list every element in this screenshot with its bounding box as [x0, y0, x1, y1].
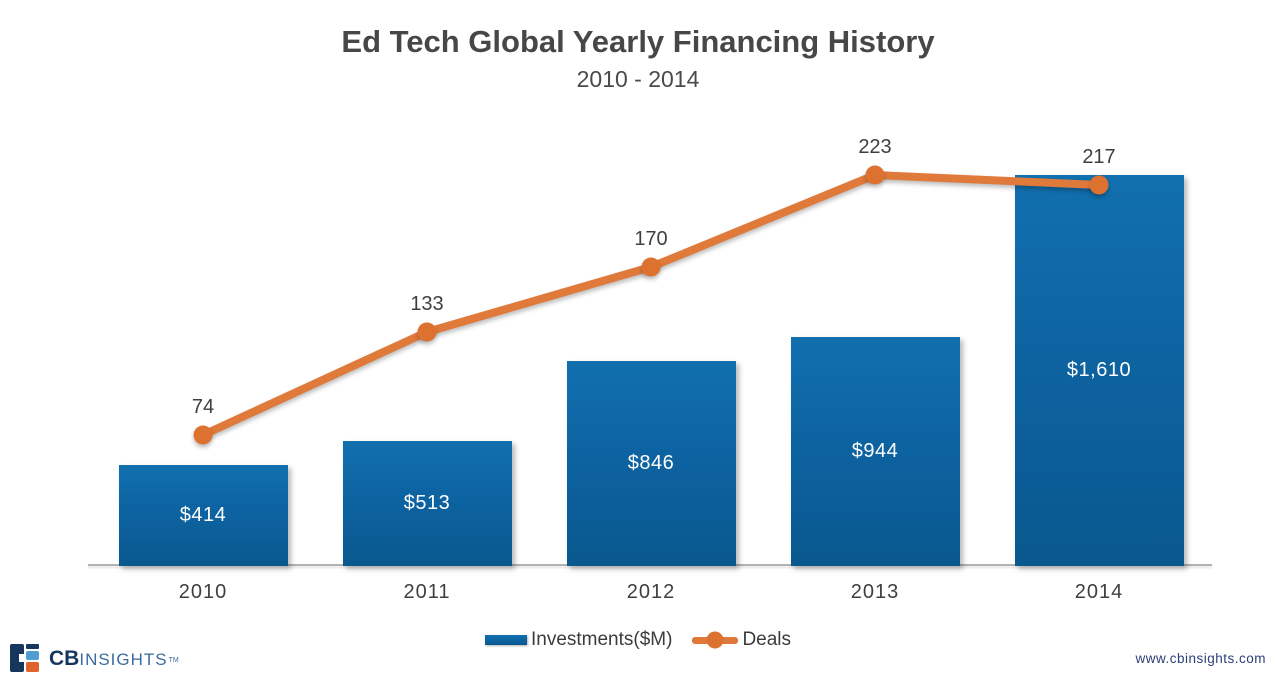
bar-value-label-2011: $513 [403, 492, 451, 514]
deal-value-label-2010: 74 [191, 396, 215, 418]
legend-deals-swatch [692, 631, 739, 649]
deal-marker-2010 [193, 425, 213, 445]
legend-item-deals: Deals [692, 629, 791, 651]
bar-value-label-2014: $1,610 [1066, 359, 1132, 381]
legend-deals-marker-icon [706, 631, 724, 649]
bar-value-label-2012: $846 [627, 452, 675, 474]
x-tick-2012: 2012 [626, 581, 676, 603]
legend: Investments($M) Deals [0, 629, 1276, 651]
deal-value-label-2012: 170 [634, 228, 668, 250]
deal-value-label-2013: 223 [858, 136, 892, 158]
x-tick-2014: 2014 [1074, 581, 1124, 603]
cbinsights-logo: CB INSIGHTS TM [10, 644, 179, 672]
logo-cb-text: CB [49, 647, 80, 670]
website-url: www.cbinsights.com [1135, 651, 1266, 666]
bar-2011: $513 [342, 441, 512, 566]
x-tick-2010: 2010 [178, 581, 228, 603]
legend-item-investments: Investments($M) [484, 629, 673, 651]
deal-value-label-2014: 217 [1082, 146, 1116, 168]
bar-2010: $414 [118, 465, 288, 566]
cbinsights-logo-icon [10, 644, 44, 672]
logo-tm-mark: TM [168, 657, 179, 664]
bar-value-label-2010: $414 [179, 504, 227, 526]
bar-2012: $846 [566, 361, 736, 566]
chart-title: Ed Tech Global Yearly Financing History [341, 24, 935, 59]
legend-investments-label: Investments($M) [530, 629, 673, 650]
logo-insights-text: INSIGHTS [79, 650, 168, 669]
deal-marker-2011 [417, 322, 437, 342]
deal-marker-2013 [865, 165, 885, 185]
deal-marker-2012 [641, 257, 661, 277]
bar-2014: $1,610 [1014, 175, 1184, 566]
bar-value-label-2013: $944 [851, 440, 899, 462]
x-tick-2011: 2011 [403, 581, 451, 603]
bar-2013: $944 [790, 337, 960, 566]
legend-investments-swatch [484, 635, 527, 645]
chart-subtitle: 2010 - 2014 [576, 66, 700, 92]
deal-value-label-2011: 133 [410, 293, 444, 315]
legend-deals-label: Deals [742, 629, 792, 650]
x-tick-2013: 2013 [850, 581, 900, 603]
